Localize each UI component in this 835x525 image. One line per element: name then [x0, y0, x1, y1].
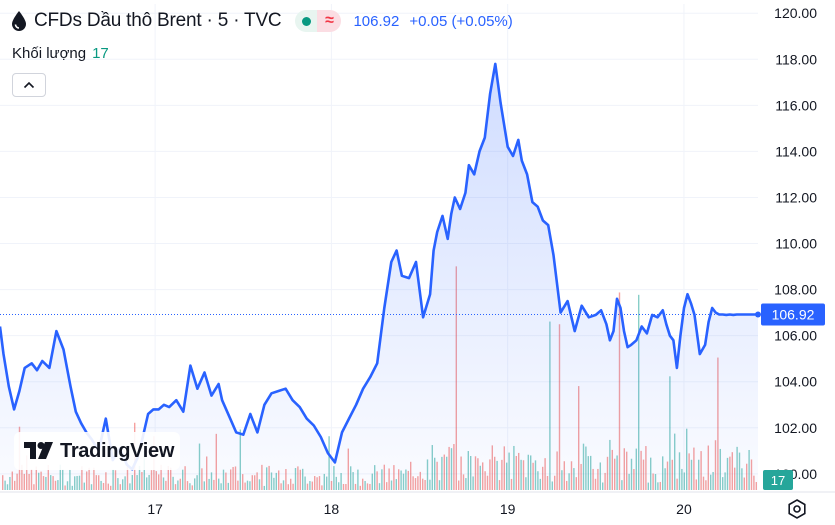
last-price-label: 106.92 [772, 306, 815, 322]
market-open-dot-icon [295, 10, 318, 32]
chevron-up-icon [23, 81, 35, 89]
x-tick-label: 20 [676, 501, 692, 517]
y-tick-label: 108.00 [774, 282, 817, 298]
y-tick-label: 112.00 [775, 189, 817, 205]
volume-label: Khối lượng [12, 45, 87, 62]
oil-drop-icon [12, 11, 26, 31]
y-axis: 120.00 118.00 116.00 114.00 112.00 110.00 108.… [774, 5, 817, 482]
y-tick-label: 110.00 [775, 236, 817, 252]
volume-legend[interactable]: Khối lượng 17 [12, 45, 109, 62]
last-volume-badge [763, 470, 793, 490]
x-tick-label: 18 [324, 501, 340, 517]
x-tick-label: 17 [147, 501, 163, 517]
y-tick-label: 118.00 [775, 51, 817, 67]
last-price-dot [755, 311, 761, 318]
symbol-title[interactable]: CFDs Dầu thô Brent · 5 · TVC [34, 10, 282, 31]
y-tick-label: 106.00 [774, 328, 817, 344]
x-axis: 17 18 19 20 [147, 501, 692, 517]
chart-header: CFDs Dầu thô Brent · 5 · TVC ≈ 106.92 +0… [10, 10, 513, 32]
settings-gear-icon[interactable] [786, 498, 808, 520]
last-volume-label: 17 [771, 473, 785, 488]
y-tick-label: 102.00 [774, 420, 817, 436]
y-tick-label: 116.00 [775, 97, 817, 113]
price-change: +0.05 (+0.05%) [409, 12, 513, 30]
collapse-legend-button[interactable] [12, 73, 46, 97]
y-tick-label: 104.00 [774, 374, 817, 390]
wave-icon: ≈ [317, 10, 342, 32]
tradingview-logo-text: TradingView [60, 439, 175, 462]
last-price-badge [761, 303, 825, 326]
tradingview-logo-icon [24, 442, 53, 459]
market-status-pill[interactable]: ≈ [295, 10, 342, 32]
price-area-fill [0, 63, 758, 491]
tradingview-logo[interactable]: TradingView [14, 432, 180, 470]
y-tick-label: 120.00 [774, 5, 817, 21]
x-tick-label: 19 [500, 501, 516, 517]
volume-value: 17 [92, 45, 109, 62]
last-price: 106.92 [353, 12, 400, 30]
y-tick-label: 114.00 [775, 143, 817, 159]
